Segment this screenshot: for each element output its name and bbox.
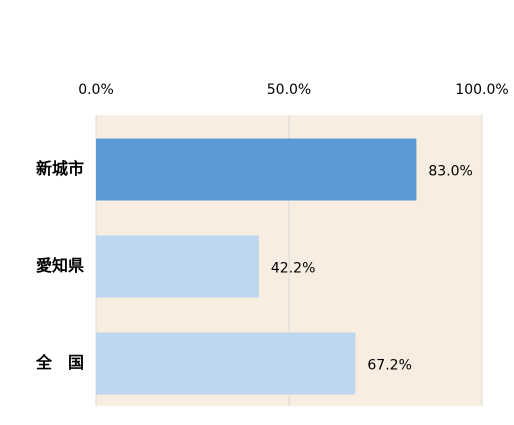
y-tick-label: 愛知県 xyxy=(36,256,84,275)
x-tick-label: 50.0% xyxy=(267,82,311,98)
bar xyxy=(96,235,259,298)
x-tick-label: 0.0% xyxy=(78,82,114,98)
bar xyxy=(96,138,417,201)
x-tick-label: 100.0% xyxy=(455,82,508,98)
y-tick-label: 新城市 xyxy=(36,159,84,178)
value-label: 42.2% xyxy=(271,261,315,277)
bar xyxy=(96,332,356,395)
value-label: 83.0% xyxy=(428,164,472,180)
value-label: 67.2% xyxy=(367,358,411,374)
y-tick-label: 全 国 xyxy=(35,353,84,372)
